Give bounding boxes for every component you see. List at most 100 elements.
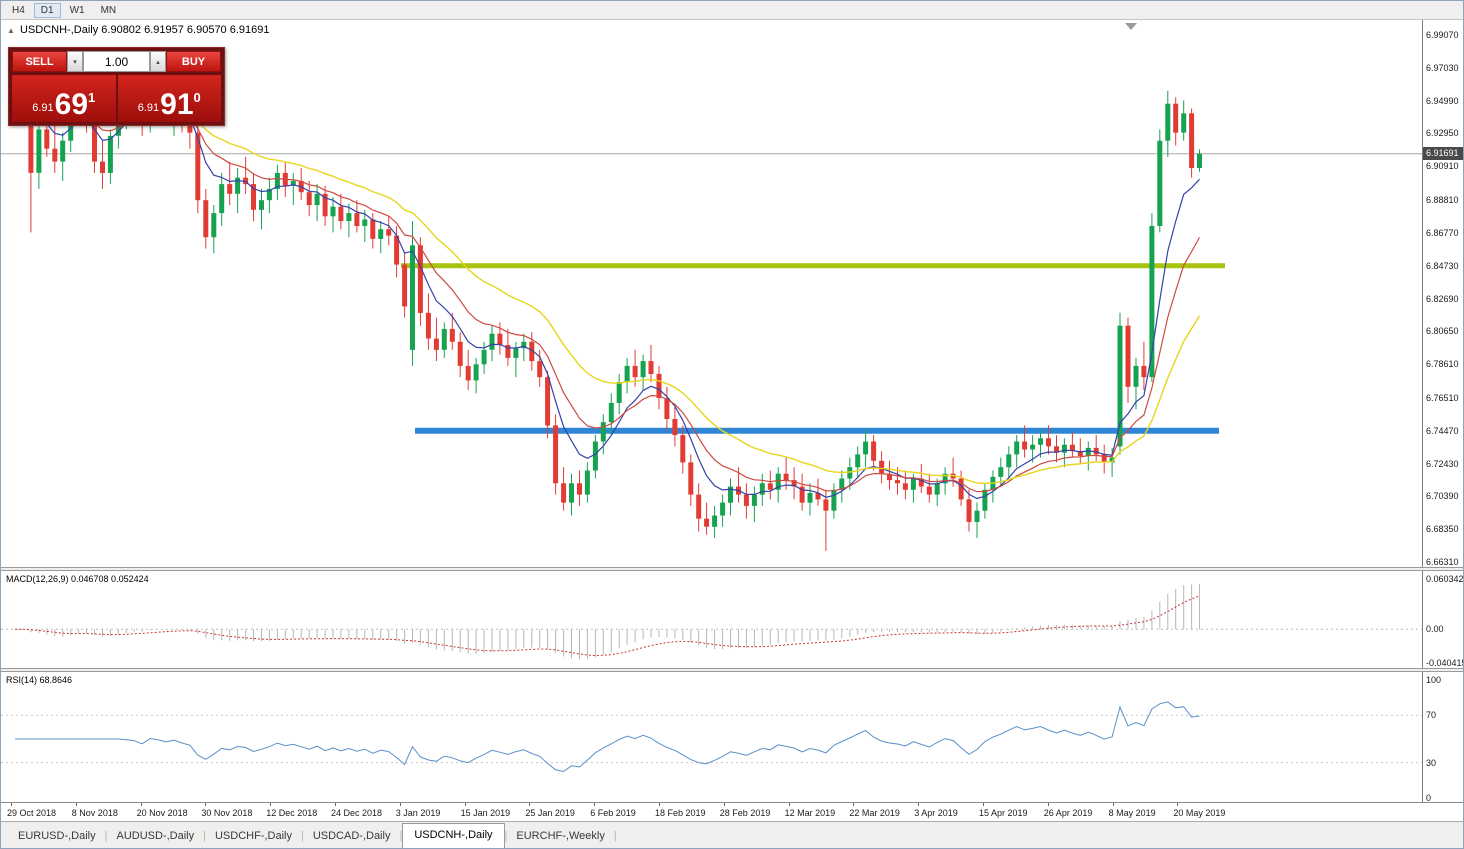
tab-separator: | — [613, 830, 617, 842]
date-axis-tick — [788, 803, 790, 806]
timeframe-button-d1[interactable]: D1 — [33, 2, 61, 18]
tab-separator: | — [399, 830, 403, 842]
price-axis-label: 6.99070 — [1426, 30, 1459, 40]
date-axis-tick — [335, 803, 336, 806]
price-axis-label: 6.82690 — [1426, 293, 1459, 304]
timeframe-button-mn[interactable]: MN — [94, 3, 124, 18]
tab-separator: | — [104, 830, 108, 842]
chart-tab-audusd-daily[interactable]: AUDUSD-,Daily — [116, 830, 195, 842]
date-axis-label: 8 May 2019 — [1108, 808, 1156, 818]
one-click-trading-panel: SELL ▾ ▴ BUY 6.91 69 1 6.91 91 0 — [8, 47, 225, 126]
macd-axis-label: -0.040415 — [1426, 658, 1464, 668]
volume-increase-button[interactable]: ▴ — [150, 51, 166, 72]
price-axis-label: 6.72430 — [1426, 458, 1459, 469]
chart-area: ▲ USDCNH-,Daily 6.90802 6.91957 6.90570 … — [1, 20, 1463, 823]
date-axis-label: 29 Oct 2018 — [7, 808, 57, 818]
volume-decrease-button[interactable]: ▾ — [67, 51, 83, 72]
date-axis-tick — [1112, 803, 1114, 806]
price-axis-label: 6.97030 — [1426, 62, 1459, 73]
sell-price-prefix: 6.91 — [32, 102, 54, 114]
chart-tab-eurchf-weekly[interactable]: EURCHF-,Weekly — [516, 830, 605, 842]
date-axis-label: 25 Jan 2019 — [525, 808, 575, 818]
panel-splitter[interactable] — [1, 668, 1463, 672]
panel-splitter[interactable] — [1, 567, 1463, 571]
price-axis-label: 6.94990 — [1426, 95, 1459, 106]
rsi-panel[interactable]: RSI(14) 68.8646 — [1, 672, 1422, 802]
rsi-axis: 100 70 30 0 — [1422, 672, 1463, 803]
macd-label: MACD(12,26,9) 0.046708 0.052424 — [6, 574, 149, 584]
macd-panel[interactable]: MACD(12,26,9) 0.046708 0.052424 — [1, 571, 1422, 668]
date-axis-label: 28 Feb 2019 — [719, 808, 771, 818]
date-axis-tick — [270, 803, 272, 806]
date-axis-label: 18 Feb 2019 — [655, 808, 706, 818]
price-axis-label: 6.88810 — [1426, 195, 1459, 206]
date-axis-tick — [464, 803, 466, 806]
sell-price-pip: 1 — [88, 90, 96, 105]
current-price-badge: 6.91691 — [1423, 146, 1463, 160]
date-axis-tick — [529, 803, 531, 806]
date-axis-tick — [723, 803, 725, 806]
volume-input[interactable] — [83, 51, 150, 72]
buy-button[interactable]: BUY — [166, 51, 221, 72]
date-axis-label: 22 Mar 2019 — [849, 808, 900, 818]
date-axis-tick — [918, 803, 920, 806]
tab-separator: | — [504, 830, 508, 842]
sell-price-big: 69 — [54, 88, 89, 121]
price-axis[interactable]: 6.91691 6.99070 6.97030 6.94990 6.92950 6.90… — [1422, 20, 1463, 567]
sell-price-display[interactable]: 6.91 69 1 — [12, 75, 116, 122]
date-axis-label: 26 Apr 2019 — [1043, 808, 1093, 818]
date-axis-tick — [11, 803, 12, 806]
date-axis-tick — [659, 803, 660, 806]
price-axis-label: 6.86770 — [1426, 227, 1459, 238]
chart-tab-usdcad-daily[interactable]: USDCAD-,Daily — [312, 830, 391, 842]
date-axis-label: 15 Apr 2019 — [979, 808, 1028, 818]
date-axis-tick — [853, 803, 855, 806]
one-click-collapse-icon[interactable]: ▲ — [7, 26, 15, 35]
date-axis-tick — [205, 803, 207, 806]
chart-tab-usdcnh-daily[interactable]: USDCNH-,Daily — [402, 823, 505, 848]
date-axis-label: 12 Dec 2018 — [266, 808, 318, 818]
date-axis-tick — [594, 803, 596, 806]
price-axis-label: 6.84730 — [1426, 260, 1459, 271]
price-axis-label: 6.80650 — [1426, 326, 1459, 337]
rsi-axis-label: 0 — [1426, 793, 1432, 803]
rsi-axis-label: 30 — [1426, 757, 1437, 768]
date-axis-label: 30 Nov 2018 — [201, 808, 253, 818]
macd-axis-label: 0.060342 — [1426, 574, 1464, 584]
timeframe-toolbar: H4 D1 W1 MN — [1, 1, 1463, 20]
timeframe-button-h4[interactable]: H4 — [5, 3, 32, 18]
price-axis-label: 6.70390 — [1426, 491, 1459, 502]
chart-tab-usdchf-daily[interactable]: USDCHF-,Daily — [214, 830, 292, 842]
tab-separator: | — [300, 830, 304, 842]
date-axis-label: 24 Dec 2018 — [331, 808, 383, 818]
date-axis-label: 3 Apr 2019 — [914, 808, 958, 818]
price-axis-label: 6.76510 — [1426, 392, 1459, 403]
sell-button[interactable]: SELL — [12, 51, 67, 72]
date-axis-label: 20 Nov 2018 — [136, 808, 188, 818]
chart-tabs-bar: EURUSD-,Daily | AUDUSD-,Daily | USDCHF-,Dail… — [1, 821, 1463, 848]
chart-tab-eurusd-daily[interactable]: EURUSD-,Daily — [18, 830, 96, 842]
date-axis-label: 6 Feb 2019 — [590, 808, 636, 818]
date-axis-label: 20 May 2019 — [1173, 808, 1226, 818]
tab-separator: | — [203, 830, 206, 842]
macd-axis-label: 0.00 — [1426, 624, 1444, 635]
rsi-axis-label: 70 — [1426, 710, 1437, 721]
price-axis-label: 6.74470 — [1426, 425, 1459, 436]
date-axis-tick — [983, 803, 984, 806]
price-axis-label: 6.90910 — [1426, 161, 1459, 172]
date-axis-tick — [1177, 803, 1179, 806]
date-axis-tick — [1047, 803, 1049, 806]
main-chart-plot[interactable]: ▲ USDCNH-,Daily 6.90802 6.91957 6.90570 … — [1, 20, 1422, 567]
rsi-label: RSI(14) 68.8646 — [6, 675, 73, 685]
price-axis-label: 6.92950 — [1426, 128, 1459, 139]
buy-price-display[interactable]: 6.91 91 0 — [117, 75, 221, 122]
buy-price-big: 91 — [160, 88, 194, 121]
date-axis[interactable]: 29 Oct 2018 8 Nov 2018 20 Nov 2018 30 Nov 2… — [1, 802, 1463, 823]
date-axis-tick — [140, 803, 142, 806]
timeframe-button-w1[interactable]: W1 — [63, 3, 92, 18]
date-axis-tick — [75, 803, 77, 806]
date-axis-label: 3 Jan 2019 — [395, 808, 441, 818]
trade-volume-row: SELL ▾ ▴ BUY — [12, 51, 221, 72]
trade-price-row: 6.91 69 1 6.91 91 0 — [12, 75, 221, 122]
